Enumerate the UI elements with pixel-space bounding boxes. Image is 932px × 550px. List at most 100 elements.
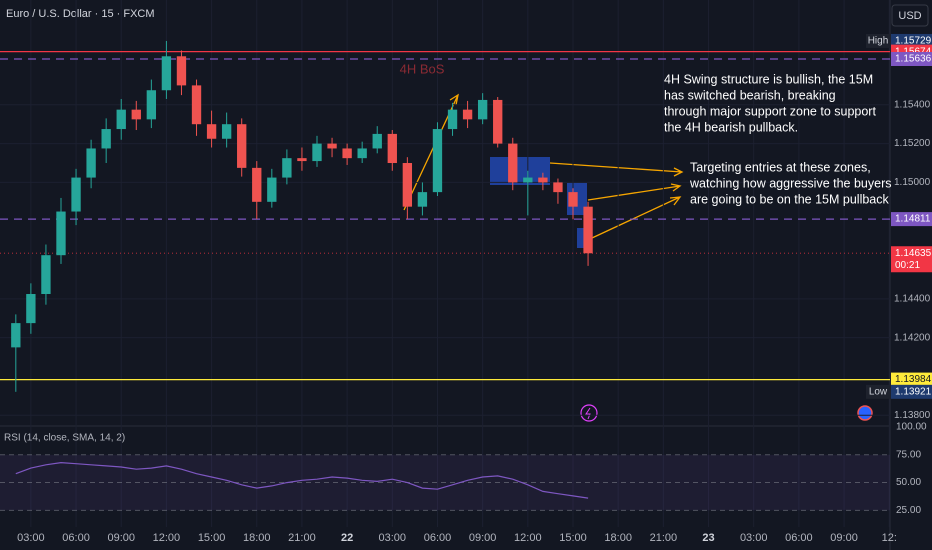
x-tick-label: 15:00	[559, 532, 587, 544]
candle-body	[11, 323, 21, 348]
x-tick-label: 18:00	[243, 532, 271, 544]
x-tick-label: 22	[341, 532, 353, 544]
candle-body	[387, 133, 397, 164]
x-tick-label: 03:00	[740, 532, 768, 544]
price-label-box	[891, 33, 932, 48]
event-icon-glyph	[585, 407, 591, 420]
candle-body	[101, 129, 111, 149]
y-tick-label: 1.15200	[894, 138, 931, 149]
price-label-box	[891, 372, 932, 387]
candle-body	[538, 177, 548, 183]
countdown: 00:21	[895, 260, 920, 271]
price-label: 1.14635	[895, 248, 932, 259]
annotation: Targeting entries at these zones,	[690, 160, 871, 174]
x-tick-label: 12:00	[514, 532, 542, 544]
rsi-tick-label: 25.00	[896, 505, 921, 516]
price-label: 1.13984	[895, 374, 932, 385]
candle-body	[282, 158, 292, 178]
candle-body	[146, 90, 157, 120]
candle-body	[131, 109, 141, 120]
price-label-box	[891, 246, 932, 273]
y-tick-label: 1.15000	[894, 177, 931, 188]
rsi-title: RSI (14, close, SMA, 14, 2)	[4, 433, 125, 444]
price-label: 1.13921	[895, 386, 932, 397]
candle-body	[493, 99, 503, 144]
candle-body	[206, 124, 217, 139]
candle-body	[583, 206, 593, 254]
price-label-box	[891, 51, 932, 66]
event-icon[interactable]	[580, 404, 598, 422]
x-tick-label: 09:00	[107, 532, 135, 544]
candle-body	[71, 177, 81, 212]
annotation: are going to be on the 15M pullback	[690, 192, 889, 206]
level-tag: High	[868, 36, 889, 47]
candle-body	[221, 124, 232, 139]
y-tick-label: 1.13800	[894, 410, 931, 421]
candle-body	[477, 99, 488, 120]
annotation: 4H Swing structure is bullish, the 15M	[664, 72, 873, 86]
currency-label[interactable]: USD	[898, 10, 921, 22]
candle-body	[372, 133, 382, 149]
candle-body	[432, 129, 443, 193]
candle-body	[267, 177, 277, 202]
x-tick-label: 12:00	[153, 532, 181, 544]
x-tick-label: 06:00	[785, 532, 813, 544]
price-label: 1.15636	[895, 54, 932, 65]
rsi-tick-label: 50.00	[896, 477, 921, 488]
annotation: through major support zone to support	[664, 104, 876, 118]
price-label: 1.15729	[895, 36, 932, 47]
x-tick-label: 09:00	[830, 532, 858, 544]
chart-title: Euro / U.S. Dollar · 15 · FXCM	[6, 8, 155, 20]
news-icon[interactable]	[857, 405, 873, 421]
candle-body	[417, 192, 428, 207]
candle-body	[297, 158, 307, 162]
x-tick-label: 15:00	[198, 532, 226, 544]
x-tick-label: 12:	[882, 532, 897, 544]
arrows	[403, 93, 684, 239]
arrow	[591, 196, 682, 239]
x-tick-label: 03:00	[379, 532, 407, 544]
annotation: watching how aggressive the buyers	[689, 176, 892, 190]
candle-body	[56, 211, 66, 256]
annotation: the 4H bearish pullback.	[664, 120, 798, 134]
candle-body	[26, 294, 36, 324]
level-tag-box	[866, 33, 890, 48]
candle-body	[342, 148, 352, 159]
x-tick-label: 23	[702, 532, 714, 544]
arrow	[549, 162, 684, 177]
candle-body	[161, 56, 172, 91]
level-tag-box	[866, 384, 890, 399]
price-label-box	[891, 384, 932, 399]
candle-body	[176, 56, 187, 86]
candle-body	[462, 109, 473, 120]
price-label-box	[891, 212, 932, 227]
candle-body	[327, 143, 337, 149]
currency-button[interactable]	[891, 4, 929, 27]
candle-body	[237, 124, 247, 168]
rsi-tick-label: 75.00	[896, 449, 921, 460]
candle-body	[312, 143, 322, 162]
x-tick-label: 21:00	[288, 532, 316, 544]
annotation: 4H BoS	[400, 61, 445, 76]
y-tick-label: 1.14400	[894, 293, 931, 304]
candle-body	[447, 109, 458, 130]
candle-body	[523, 177, 533, 183]
x-tick-label: 06:00	[62, 532, 90, 544]
arrow	[587, 183, 682, 201]
candle-body	[357, 148, 367, 159]
candle-body	[553, 182, 563, 193]
x-tick-label: 09:00	[469, 532, 497, 544]
rsi-tick-label: 100.00	[896, 422, 927, 433]
level-tag: Low	[869, 386, 888, 397]
candle-body	[116, 109, 126, 130]
candle-body	[86, 148, 96, 178]
candle-body	[41, 255, 51, 295]
x-tick-label: 18:00	[604, 532, 632, 544]
candle-body	[508, 143, 518, 183]
candle-body	[568, 192, 578, 207]
price-label: 1.15674	[895, 46, 932, 57]
x-tick-label: 03:00	[17, 532, 45, 544]
x-tick-label: 06:00	[424, 532, 452, 544]
candle-body	[191, 85, 202, 125]
